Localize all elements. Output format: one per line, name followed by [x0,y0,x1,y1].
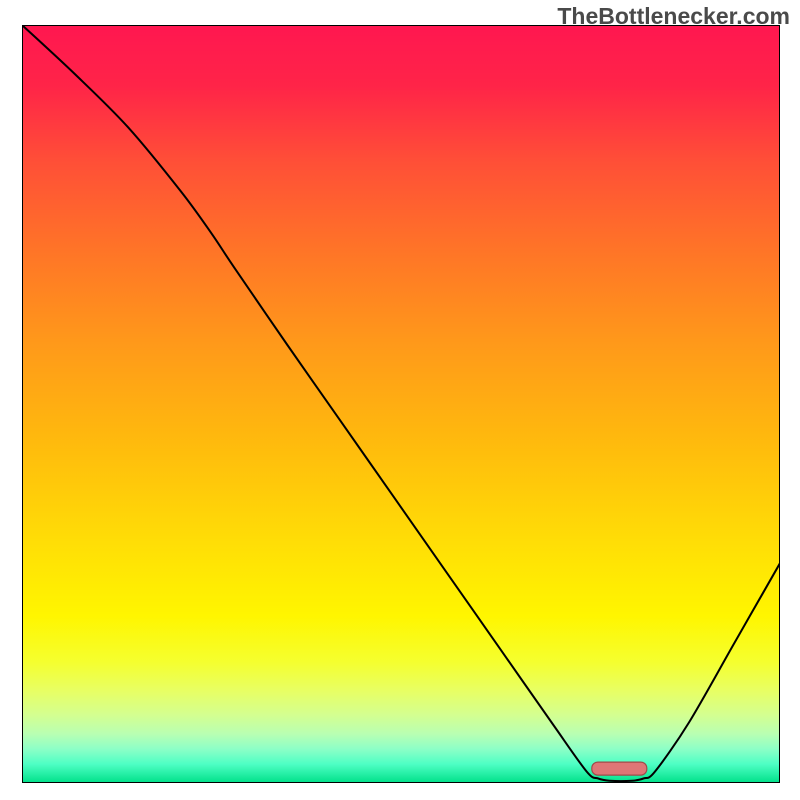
bottleneck-plot [22,25,780,783]
watermark-text: TheBottlenecker.com [557,3,790,30]
chart-stage: TheBottlenecker.com [0,0,800,800]
optimal-range-marker [592,762,647,775]
curve-path [22,25,780,781]
bottleneck-curve [22,25,780,783]
